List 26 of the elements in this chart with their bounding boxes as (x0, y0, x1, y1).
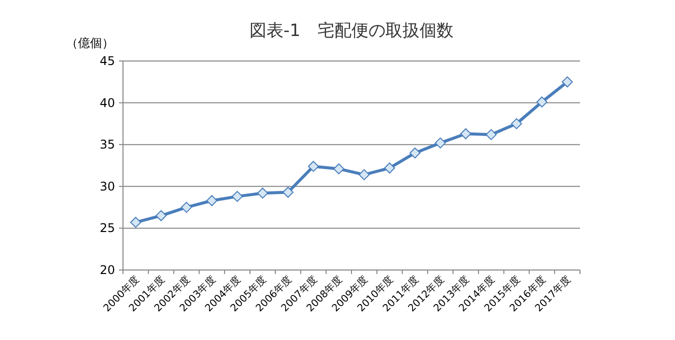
chart-title: 図表-1 宅配便の取扱個数 (250, 21, 454, 41)
y-tick-label: 40 (100, 96, 115, 110)
y-tick-label: 35 (100, 138, 115, 152)
y-axis-title: （億個） (66, 36, 114, 50)
point (257, 188, 268, 199)
point (536, 96, 548, 108)
point (156, 210, 167, 222)
point (282, 186, 294, 198)
y-tick-label: 45 (100, 54, 115, 68)
point (206, 195, 218, 206)
point (384, 162, 396, 174)
point (180, 202, 192, 213)
y-tick-label: 30 (100, 179, 115, 194)
point (562, 76, 573, 88)
point (308, 160, 319, 172)
point (130, 216, 142, 228)
point (232, 190, 243, 202)
y-tick-label: 25 (100, 221, 115, 236)
y-tick-label: 20 (100, 263, 115, 277)
point (358, 169, 370, 180)
point (409, 147, 420, 158)
point (434, 137, 446, 148)
point (486, 129, 497, 140)
point (333, 163, 344, 174)
point (460, 128, 472, 140)
point (511, 118, 522, 130)
